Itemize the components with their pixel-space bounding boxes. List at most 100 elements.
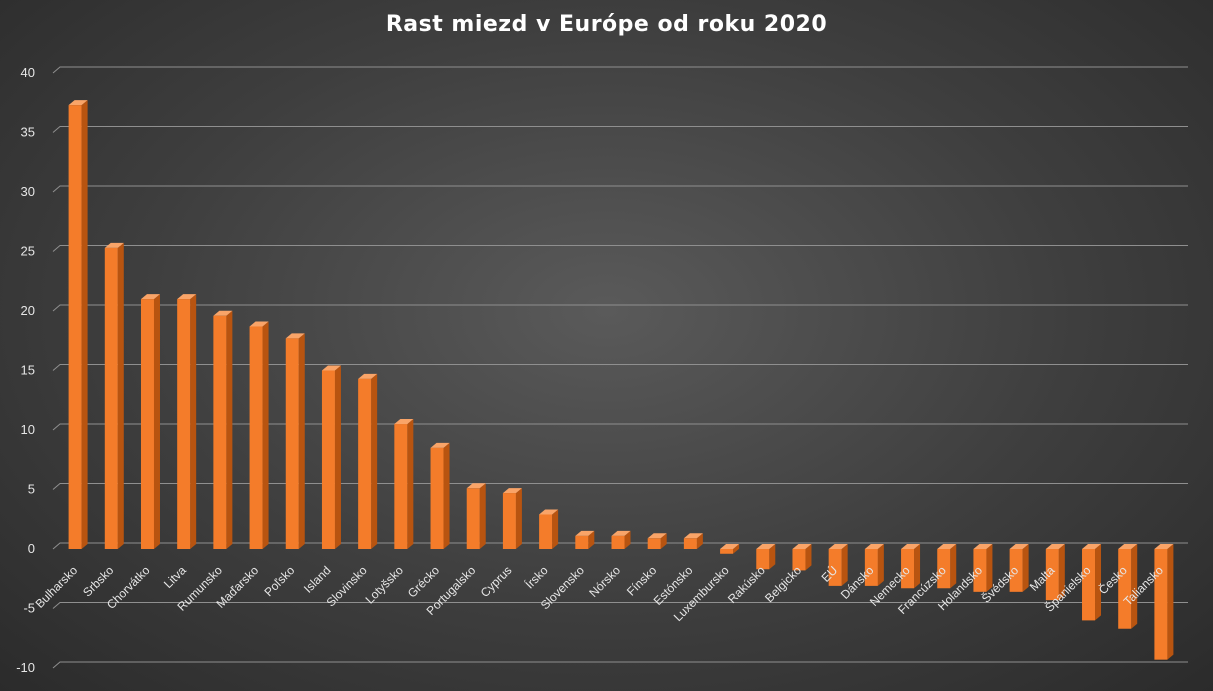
y-tick-label: 5 bbox=[28, 482, 35, 497]
gridline bbox=[52, 661, 1188, 669]
gridline bbox=[52, 66, 1188, 74]
bar-top bbox=[575, 530, 595, 536]
bar-top bbox=[828, 544, 848, 549]
bar-front bbox=[177, 299, 191, 549]
bar-top bbox=[539, 509, 559, 515]
bar-side bbox=[552, 509, 559, 549]
gridlines bbox=[52, 66, 1188, 669]
x-tick-label: Island bbox=[301, 563, 334, 596]
bar-front bbox=[213, 315, 227, 549]
bar-top bbox=[502, 488, 522, 494]
bar-side bbox=[986, 544, 993, 592]
bar bbox=[285, 333, 305, 549]
bar-side bbox=[334, 365, 341, 549]
chart-title: Rast miezd v Európe od roku 2020 bbox=[385, 12, 828, 37]
bar-front bbox=[68, 105, 82, 549]
bar-side bbox=[877, 544, 884, 586]
bar-top bbox=[430, 442, 450, 448]
bar bbox=[901, 544, 921, 589]
bar-front bbox=[720, 549, 734, 554]
bar-front bbox=[539, 514, 553, 549]
y-tick-label: 15 bbox=[21, 363, 35, 378]
bar-side bbox=[226, 310, 233, 549]
bar bbox=[1009, 544, 1029, 592]
bar-front bbox=[973, 549, 987, 592]
bar bbox=[1154, 544, 1174, 660]
bar-front bbox=[828, 549, 842, 586]
bar-front bbox=[249, 326, 263, 549]
x-tick-label: Bulharsko bbox=[33, 563, 81, 611]
bar-front bbox=[140, 299, 154, 549]
bar bbox=[358, 373, 378, 549]
x-tick-label: Poľsko bbox=[261, 563, 297, 599]
bar-side bbox=[950, 544, 957, 589]
bar bbox=[937, 544, 957, 589]
bar bbox=[828, 544, 848, 586]
bar-top bbox=[68, 100, 88, 106]
bar-side bbox=[1131, 544, 1138, 629]
gridline bbox=[52, 483, 1188, 490]
bar-top bbox=[720, 544, 740, 549]
bar bbox=[792, 544, 812, 571]
x-tick-label: Belgicko bbox=[762, 563, 804, 605]
bar-side bbox=[1167, 544, 1174, 660]
bar-top bbox=[1154, 544, 1174, 549]
bar-top bbox=[321, 365, 341, 371]
bar-side bbox=[588, 530, 595, 549]
bar-side bbox=[153, 294, 160, 549]
bar bbox=[756, 544, 776, 570]
x-tick-label: Rakúsko bbox=[725, 563, 768, 606]
bar-front bbox=[575, 535, 589, 549]
bar-top bbox=[140, 294, 160, 300]
bar-side bbox=[1058, 544, 1065, 601]
bar-side bbox=[443, 442, 450, 549]
gridline bbox=[52, 423, 1188, 431]
bar bbox=[864, 544, 884, 586]
gridline bbox=[52, 126, 1188, 133]
bar-top bbox=[177, 294, 197, 300]
x-tick-label: Cyprus bbox=[478, 563, 515, 600]
bar-front bbox=[394, 424, 408, 549]
x-tick-label: Lotyšsko bbox=[363, 563, 407, 607]
bar-front bbox=[285, 338, 299, 549]
bar-front bbox=[1009, 549, 1023, 592]
bar-front bbox=[1154, 549, 1168, 660]
bar bbox=[647, 533, 667, 549]
bar bbox=[249, 321, 269, 549]
bar-side bbox=[1022, 544, 1029, 592]
bar bbox=[213, 310, 233, 549]
bar bbox=[973, 544, 993, 592]
bar-side bbox=[660, 533, 667, 549]
gridline bbox=[52, 185, 1188, 193]
x-tick-label: Nórsko bbox=[586, 563, 623, 600]
bar bbox=[394, 419, 414, 549]
x-tick-label: Litva bbox=[161, 563, 189, 591]
bar-top bbox=[285, 333, 305, 339]
bar-side bbox=[515, 488, 522, 549]
bar-front bbox=[466, 488, 480, 549]
bar-top bbox=[973, 544, 993, 549]
bar bbox=[430, 442, 450, 549]
bar-top bbox=[756, 544, 776, 549]
bar-side bbox=[81, 100, 88, 549]
y-tick-label: 20 bbox=[21, 303, 35, 318]
bar-side bbox=[190, 294, 197, 549]
bar-top bbox=[1082, 544, 1102, 549]
y-tick-label: 10 bbox=[21, 422, 35, 437]
bar-top bbox=[1045, 544, 1065, 549]
y-tick-label: 30 bbox=[21, 184, 35, 199]
bar-top bbox=[394, 419, 414, 425]
y-tick-label: 40 bbox=[21, 65, 35, 80]
bar-side bbox=[371, 373, 378, 549]
y-axis-ticks: -10 -5 0 5 10 15 20 25 30 35 40 bbox=[16, 65, 35, 675]
bar bbox=[140, 294, 160, 549]
bar-front bbox=[1118, 549, 1132, 629]
y-tick-label: -10 bbox=[16, 660, 35, 675]
bar-top bbox=[104, 242, 124, 248]
bar-front bbox=[430, 447, 444, 549]
bar-front bbox=[756, 549, 770, 570]
bar-front bbox=[1045, 549, 1059, 601]
bar-front bbox=[611, 535, 625, 549]
